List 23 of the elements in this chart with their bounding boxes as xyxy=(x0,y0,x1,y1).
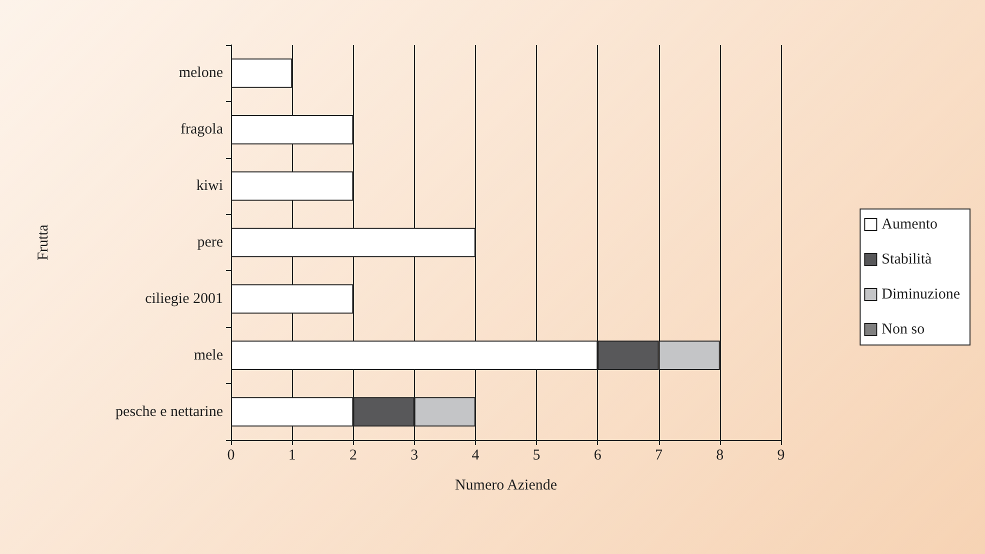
x-tick-label: 0 xyxy=(227,448,235,464)
x-tick-label: 4 xyxy=(472,448,480,464)
x-tick-label: 8 xyxy=(716,448,724,464)
x-tick-label: 5 xyxy=(532,448,540,464)
y-tick-label: melone xyxy=(178,65,224,82)
x-axis-title: Numero Aziende xyxy=(454,478,558,494)
x-tick-label: 2 xyxy=(349,448,357,464)
legend-label: Aumento xyxy=(882,216,938,232)
y-tick-label: mele xyxy=(194,347,224,364)
x-tick-label: 6 xyxy=(594,448,602,464)
legend-label: Non so xyxy=(882,322,925,338)
y-tick-label: fragola xyxy=(180,122,224,138)
x-tick-label: 3 xyxy=(410,448,418,464)
y-tick-label: pesche e nettarine xyxy=(116,404,224,420)
x-tick-label: 1 xyxy=(288,448,296,464)
legend-label: Diminuzione xyxy=(882,286,960,302)
y-tick-label: kiwi xyxy=(196,178,223,194)
x-tick-label: 7 xyxy=(655,448,664,464)
y-tick-label: ciliegie 2001 xyxy=(145,290,223,307)
y-tick-label: pere xyxy=(197,234,224,250)
x-tick-label: 9 xyxy=(777,448,785,464)
legend-label: Stabilità xyxy=(882,252,932,268)
y-axis-title: Frutta xyxy=(36,224,52,260)
